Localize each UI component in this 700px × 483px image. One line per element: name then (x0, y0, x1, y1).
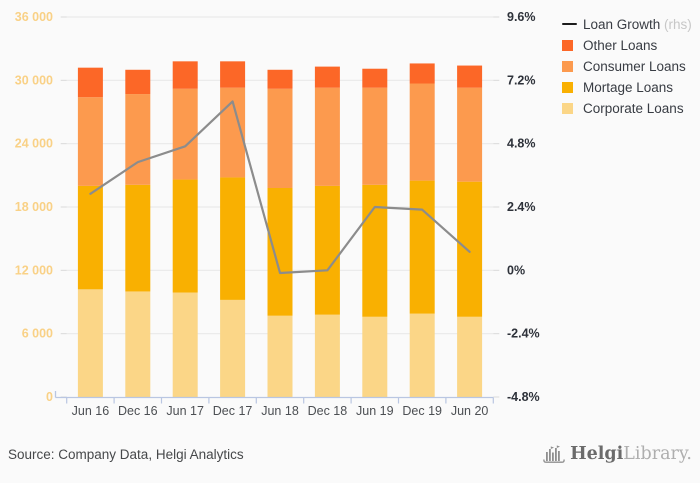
swatch-corporate-loans-icon (562, 102, 573, 114)
bar-segment (314, 87, 340, 186)
legend-item-other-loans: Other Loans (562, 37, 692, 53)
legend-label: Corporate Loans (583, 100, 684, 116)
swatch-other-loans-icon (562, 39, 573, 51)
bar-segment (457, 87, 483, 182)
left-axis-tick-label: 24 000 (15, 137, 53, 151)
bar-segment (172, 292, 198, 397)
bar-segment (362, 184, 388, 317)
x-axis-category-label: Jun 18 (261, 404, 299, 418)
bar-segment (125, 69, 151, 95)
x-axis-category-label: Dec 19 (402, 404, 442, 418)
logo-text: HelgiLibrary. (570, 443, 692, 465)
left-axis-tick-label: 36 000 (15, 10, 53, 24)
bar-segment (220, 61, 246, 88)
bar-segment (314, 185, 340, 315)
x-axis-category-label: Jun 17 (166, 404, 204, 418)
bar-segment (77, 185, 103, 290)
legend-label-text: Loan Growth (583, 16, 661, 32)
bar-segment (77, 97, 103, 186)
bar-segment (409, 180, 435, 314)
bar-segment (314, 66, 340, 88)
x-axis-category-label: Dec 16 (118, 404, 158, 418)
left-axis-tick-label: 30 000 (15, 73, 53, 87)
left-axis-tick-label: 12 000 (15, 263, 53, 277)
bar-segment (267, 188, 293, 316)
left-axis-tick-label: 0 (46, 390, 53, 404)
logo-text-light: Library. (623, 444, 692, 464)
legend-item-loan-growth: Loan Growth (rhs) (562, 17, 692, 32)
legend-label: Consumer Loans (583, 58, 686, 74)
legend: Loan Growth (rhs) Other Loans Consumer L… (562, 17, 692, 116)
bar-segment (125, 291, 151, 397)
line-marker-icon (562, 22, 577, 26)
bar-segment (172, 88, 198, 180)
bar-segment (125, 184, 151, 292)
right-axis-tick-label: 9.6% (507, 10, 536, 24)
x-axis-category-label: Dec 18 (308, 404, 348, 418)
right-axis-tick-label: 7.2% (507, 73, 536, 87)
legend-label: Mortage Loans (583, 79, 674, 95)
swatch-consumer-loans-icon (562, 60, 573, 72)
x-axis-category-label: Jun 19 (356, 404, 394, 418)
legend-item-consumer-loans: Consumer Loans (562, 58, 692, 74)
left-axis-tick-label: 18 000 (15, 200, 53, 214)
bar-segment (125, 94, 151, 185)
bar-segment (77, 289, 103, 397)
bar-segment (172, 61, 198, 89)
bar-segment (457, 316, 483, 397)
right-axis-tick-label: 0% (507, 263, 525, 277)
bar-segment (172, 179, 198, 293)
bar-segment (220, 299, 246, 397)
bar-segment (409, 313, 435, 397)
bar-segment (362, 87, 388, 185)
right-axis-tick-label: 4.8% (507, 137, 536, 151)
bar-segment (267, 88, 293, 188)
bar-segment (267, 315, 293, 397)
source-text: Source: Company Data, Helgi Analytics (8, 447, 244, 462)
right-axis-tick-label: 2.4% (507, 200, 536, 214)
bar-segment (77, 67, 103, 98)
left-axis-tick-label: 6 000 (22, 327, 53, 341)
x-axis-category-label: Dec 17 (213, 404, 253, 418)
legend-item-corporate-loans: Corporate Loans (562, 100, 692, 116)
bar-segment (409, 83, 435, 181)
right-axis-tick-label: -4.8% (507, 390, 540, 404)
helgi-castle-icon (543, 445, 565, 463)
bar-segment (314, 314, 340, 397)
x-axis-category-label: Jun 16 (72, 404, 110, 418)
bar-segment (267, 69, 293, 89)
bar-segment (457, 65, 483, 88)
bar-segment (457, 181, 483, 317)
legend-label: Other Loans (583, 37, 658, 53)
bar-segment (362, 68, 388, 88)
right-axis-tick-label: -2.4% (507, 327, 540, 341)
logo-text-bold: Helgi (570, 444, 624, 464)
legend-label: Loan Growth (rhs) (583, 17, 692, 32)
bar-segment (409, 63, 435, 84)
loan-growth-line (89, 100, 471, 275)
swatch-mortage-loans-icon (562, 81, 573, 93)
x-axis-category-label: Jun 20 (451, 404, 489, 418)
legend-label-suffix: (rhs) (660, 16, 692, 32)
legend-item-mortage-loans: Mortage Loans (562, 79, 692, 95)
chart-canvas: 0 6 000 12 000 18 000 24 000 30 000 36 000 -4.8… (15, 10, 540, 418)
bar-segment (362, 316, 388, 397)
bar-segment (220, 177, 246, 300)
helgi-library-logo: HelgiLibrary. (542, 443, 692, 465)
